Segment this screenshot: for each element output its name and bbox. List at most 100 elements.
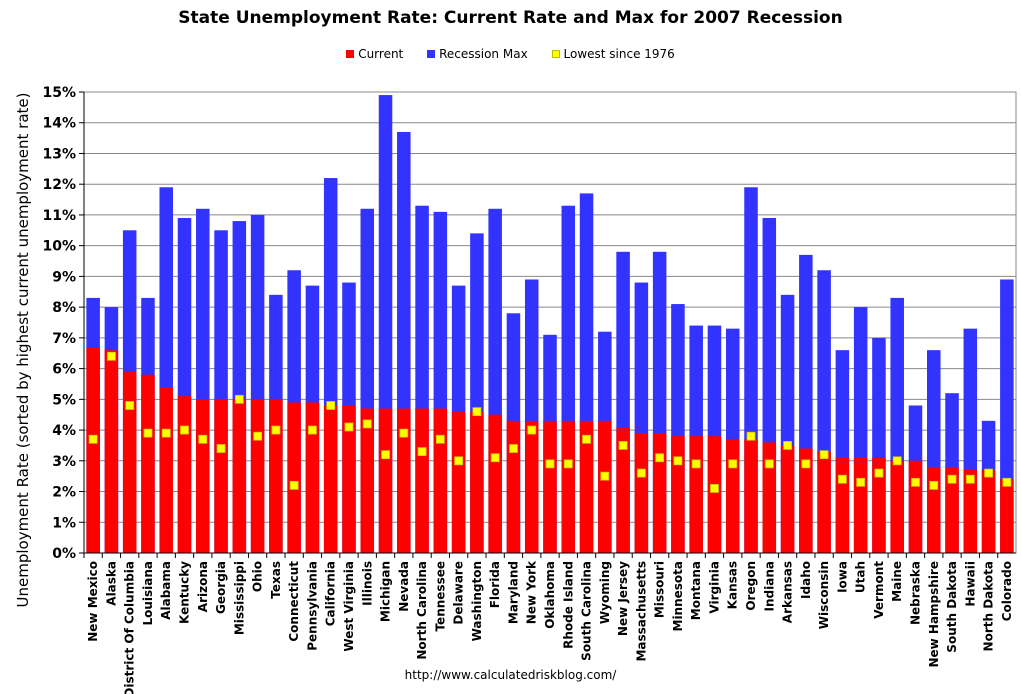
x-tick-label: California bbox=[324, 561, 338, 626]
marker-lowest-since-1976 bbox=[691, 459, 701, 469]
x-tick-label: New Mexico bbox=[86, 561, 100, 642]
x-tick-label: Florida bbox=[488, 561, 502, 608]
marker-lowest-since-1976 bbox=[509, 444, 518, 453]
bar-current bbox=[853, 457, 868, 553]
y-tick-label: 7% bbox=[52, 331, 76, 347]
marker-lowest-since-1976 bbox=[399, 428, 409, 438]
marker-lowest-since-1976 bbox=[490, 453, 500, 463]
y-tick-label: 0% bbox=[52, 546, 76, 562]
marker-lowest-since-1976 bbox=[381, 450, 390, 460]
x-tick-label: Kentucky bbox=[178, 561, 192, 624]
bar-current bbox=[890, 460, 904, 553]
bar-current bbox=[470, 411, 484, 553]
x-tick-label: Delaware bbox=[452, 561, 466, 625]
x-tick-label: Oklahoma bbox=[543, 561, 557, 629]
bar-current bbox=[506, 420, 521, 553]
x-tick-label: North Carolina bbox=[415, 561, 429, 660]
marker-lowest-since-1976 bbox=[271, 425, 281, 435]
x-tick-label: Connecticut bbox=[287, 561, 301, 642]
bar-current bbox=[981, 470, 996, 553]
y-tick-label: 14% bbox=[42, 116, 76, 132]
x-tick-label: Maryland bbox=[506, 561, 520, 624]
bar-current bbox=[360, 408, 375, 553]
x-tick-label: Virginia bbox=[707, 561, 721, 614]
x-tick-label: Iowa bbox=[835, 561, 849, 593]
marker-lowest-since-1976 bbox=[929, 480, 939, 490]
x-tick-label: Minnesota bbox=[671, 561, 685, 632]
bar-current bbox=[634, 433, 649, 553]
marker-lowest-since-1976 bbox=[655, 453, 665, 463]
bar-current bbox=[963, 470, 978, 553]
marker-lowest-since-1976 bbox=[600, 471, 610, 481]
bar-current bbox=[250, 399, 265, 553]
bar-current bbox=[1000, 479, 1014, 553]
marker-lowest-since-1976 bbox=[783, 441, 792, 450]
marker-lowest-since-1976 bbox=[728, 459, 738, 469]
x-tick-label: Michigan bbox=[379, 561, 393, 622]
marker-lowest-since-1976 bbox=[125, 401, 135, 410]
marker-lowest-since-1976 bbox=[417, 447, 427, 456]
legend-item-lowest: Lowest since 1976 bbox=[551, 47, 675, 61]
legend-label-recession-max: Recession Max bbox=[439, 47, 528, 61]
marker-lowest-since-1976 bbox=[874, 468, 884, 478]
marker-lowest-since-1976 bbox=[947, 474, 957, 484]
bar-current bbox=[598, 420, 612, 553]
bar-current bbox=[397, 408, 411, 553]
x-tick-label: Alabama bbox=[159, 561, 173, 620]
marker-lowest-since-1976 bbox=[1002, 477, 1012, 487]
marker-lowest-since-1976 bbox=[801, 459, 811, 469]
bar-current bbox=[707, 436, 722, 553]
marker-lowest-since-1976 bbox=[234, 394, 244, 404]
x-tick-label: Montana bbox=[689, 561, 703, 620]
x-tick-label: Tennessee bbox=[433, 561, 447, 632]
bar-current bbox=[378, 408, 393, 553]
marker-lowest-since-1976 bbox=[636, 468, 646, 478]
y-tick-label: 3% bbox=[52, 454, 76, 470]
x-tick-label: Kansas bbox=[726, 561, 740, 609]
bar-current bbox=[524, 420, 539, 553]
bar-current bbox=[177, 396, 192, 553]
marker-lowest-since-1976 bbox=[965, 474, 975, 484]
marker-lowest-since-1976 bbox=[362, 419, 372, 429]
bar-current bbox=[488, 414, 502, 553]
x-tick-label: Louisiana bbox=[141, 561, 155, 626]
marker-lowest-since-1976 bbox=[764, 459, 774, 469]
x-tick-label: Wisconsin bbox=[817, 561, 831, 629]
x-tick-label: Maine bbox=[890, 561, 904, 602]
x-tick-label: Mississippi bbox=[232, 561, 246, 635]
legend-item-current: Current bbox=[346, 47, 403, 61]
x-tick-label: Georgia bbox=[214, 561, 228, 614]
bar-current bbox=[433, 408, 448, 553]
bar-current bbox=[616, 426, 630, 553]
marker-lowest-since-1976 bbox=[856, 477, 866, 487]
legend-item-recession-max: Recession Max bbox=[427, 47, 528, 61]
bar-current bbox=[305, 402, 320, 553]
x-tick-label: Alaska bbox=[104, 561, 118, 606]
marker-lowest-since-1976 bbox=[88, 434, 98, 444]
y-tick-label: 6% bbox=[52, 362, 76, 378]
marker-lowest-since-1976 bbox=[892, 456, 902, 466]
marker-lowest-since-1976 bbox=[673, 456, 683, 466]
y-tick-label: 4% bbox=[52, 423, 76, 439]
y-tick-label: 11% bbox=[42, 208, 76, 224]
y-tick-label: 5% bbox=[52, 392, 76, 408]
x-tick-label: New York bbox=[525, 560, 539, 624]
bar-current bbox=[342, 405, 356, 553]
y-tick-label: 2% bbox=[52, 485, 76, 501]
marker-lowest-since-1976 bbox=[180, 425, 189, 435]
marker-lowest-since-1976 bbox=[308, 425, 317, 435]
bar-current bbox=[780, 445, 795, 553]
x-tick-label: Rhode Island bbox=[561, 561, 575, 649]
marker-lowest-since-1976 bbox=[435, 434, 445, 444]
marker-lowest-since-1976 bbox=[326, 401, 336, 410]
x-tick-label: Wyoming bbox=[598, 561, 612, 624]
bar-current bbox=[122, 371, 137, 553]
marker-lowest-since-1976 bbox=[472, 407, 482, 417]
x-tick-label: Washington bbox=[470, 561, 484, 641]
marker-lowest-since-1976 bbox=[253, 431, 263, 441]
bar-current bbox=[762, 442, 777, 553]
bar-current bbox=[945, 466, 959, 553]
x-tick-label: Colorado bbox=[1000, 561, 1014, 621]
legend: Current Recession Max Lowest since 1976 bbox=[0, 47, 1021, 61]
bar-current bbox=[232, 399, 247, 553]
